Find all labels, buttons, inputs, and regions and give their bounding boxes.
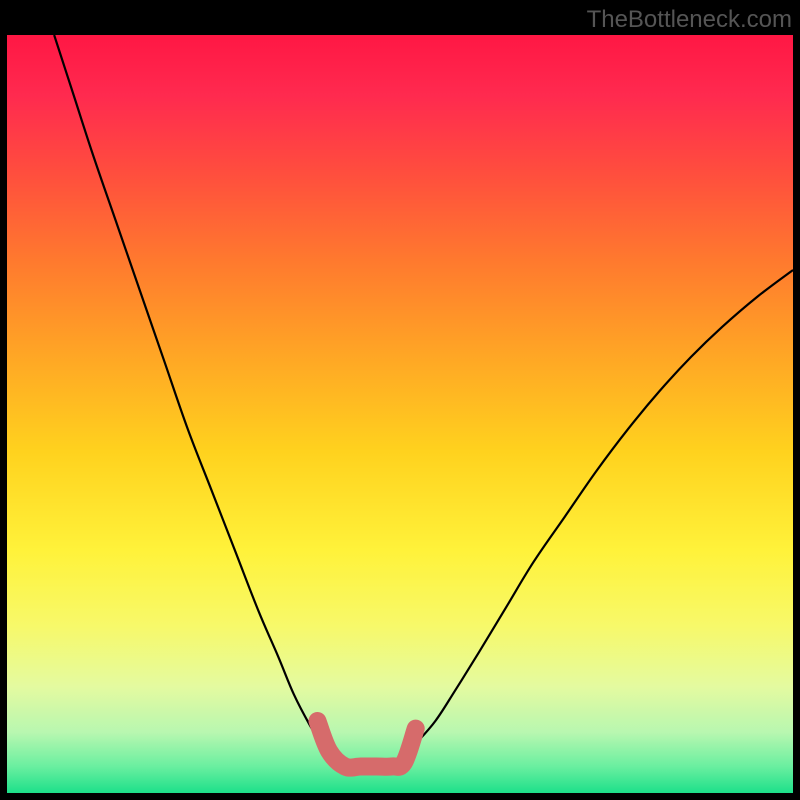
- right-curve: [416, 270, 793, 744]
- bottom-marker: [317, 721, 415, 768]
- curve-overlay: [7, 35, 793, 793]
- chart-container: TheBottleneck.com: [0, 0, 800, 800]
- left-curve: [54, 35, 321, 744]
- watermark-text: TheBottleneck.com: [587, 6, 792, 34]
- plot-area: [7, 35, 793, 793]
